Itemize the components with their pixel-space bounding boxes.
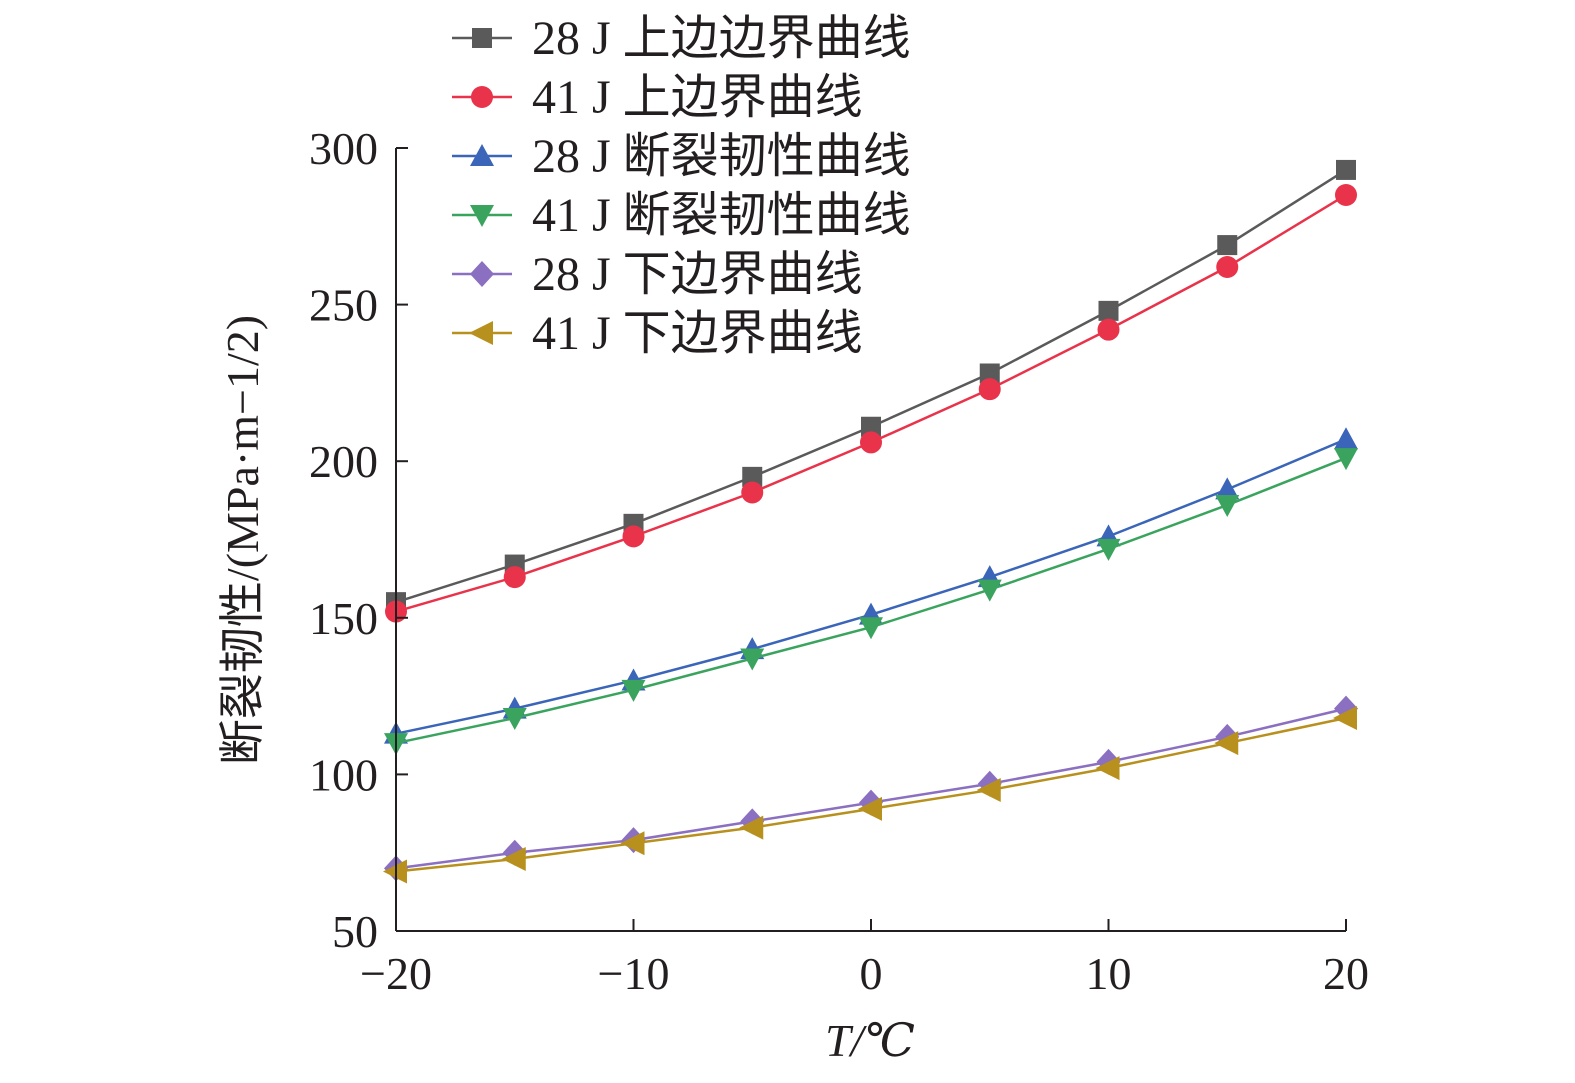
data-point	[1214, 731, 1239, 756]
legend-label: 41 J 断裂韧性曲线	[532, 189, 911, 242]
data-point	[1334, 427, 1358, 450]
x-axis-title-text: T/℃	[825, 1015, 915, 1066]
x-tick-label: 10	[1086, 948, 1132, 999]
series-line	[395, 707, 1347, 870]
data-point	[979, 363, 1000, 384]
legend-item: 28 J 断裂韧性曲线	[452, 130, 911, 183]
data-point	[502, 708, 527, 731]
legend-marker	[471, 86, 493, 108]
data-point	[1215, 477, 1240, 500]
x-tick-label: −10	[598, 948, 670, 999]
series-line	[395, 438, 1347, 735]
legend-item: 41 J 下边界曲线	[452, 307, 863, 360]
legend-item: 28 J 上边边界曲线	[452, 12, 911, 65]
legend-label: 41 J 上边界曲线	[532, 71, 863, 124]
data-point	[1096, 538, 1121, 561]
y-tick-label: 150	[309, 593, 378, 644]
legend-label: 41 J 下边界曲线	[532, 307, 863, 360]
data-point	[1217, 235, 1238, 256]
y-tick-label: 200	[309, 436, 378, 487]
data-point	[621, 679, 646, 702]
data-point	[741, 481, 764, 504]
data-point	[1097, 318, 1120, 341]
x-tick-label: 20	[1323, 948, 1369, 999]
series-line	[395, 456, 1347, 745]
x-tick-label: −20	[360, 948, 432, 999]
legend-label: 28 J 断裂韧性曲线	[532, 130, 911, 183]
data-point	[977, 579, 1002, 602]
x-tick-label: 0	[860, 948, 883, 999]
x-axis-title: T/℃	[825, 1015, 915, 1066]
y-tick-label: 300	[309, 123, 378, 174]
y-tick-label: 50	[332, 906, 378, 957]
y-axis-title: 断裂韧性/(MPa·m−1/2)	[217, 315, 268, 765]
series-2	[385, 183, 1357, 623]
data-point	[739, 815, 764, 840]
legend-marker	[470, 261, 494, 287]
data-point	[622, 525, 645, 548]
series-3	[384, 427, 1358, 744]
data-point	[620, 831, 645, 856]
data-point	[1336, 159, 1356, 180]
legend-marker	[470, 144, 494, 166]
plot-series-layer	[383, 159, 1358, 884]
series-1	[386, 159, 1356, 613]
data-point	[1333, 706, 1357, 731]
legend-marker	[470, 205, 494, 227]
legend-marker	[469, 321, 493, 345]
legend-label: 28 J 下边界曲线	[532, 248, 863, 301]
data-point	[859, 617, 883, 640]
series-4	[384, 448, 1358, 756]
legend-item: 41 J 断裂韧性曲线	[452, 189, 911, 242]
data-point	[1098, 300, 1119, 321]
y-tick-label: 250	[309, 280, 378, 331]
y-tick-label: 100	[309, 749, 378, 800]
data-point	[1335, 183, 1357, 206]
legend-item: 41 J 上边界曲线	[452, 71, 863, 124]
data-point	[1095, 756, 1120, 781]
legend: 28 J 上边边界曲线 41 J 上边界曲线 28 J 断裂韧性曲线 41 J 断裂韧…	[452, 12, 911, 360]
data-point	[1216, 256, 1239, 279]
data-point	[1334, 448, 1358, 471]
data-point	[858, 796, 882, 821]
data-point	[978, 378, 1001, 401]
data-point	[503, 566, 526, 589]
tick-layer: 50 100 150 200 250 300 −20 −10 0 10 20	[309, 123, 1369, 999]
legend-marker	[472, 28, 492, 48]
series-6	[383, 706, 1357, 884]
data-point	[742, 466, 763, 487]
data-point	[976, 778, 1001, 803]
data-point	[861, 416, 881, 437]
legend-item: 28 J 下边界曲线	[452, 248, 863, 301]
legend-label: 28 J 上边边界曲线	[532, 12, 911, 65]
data-point	[501, 846, 526, 871]
data-point	[860, 431, 882, 454]
data-point	[1215, 495, 1240, 518]
series-5	[384, 695, 1358, 882]
data-point	[740, 648, 765, 671]
